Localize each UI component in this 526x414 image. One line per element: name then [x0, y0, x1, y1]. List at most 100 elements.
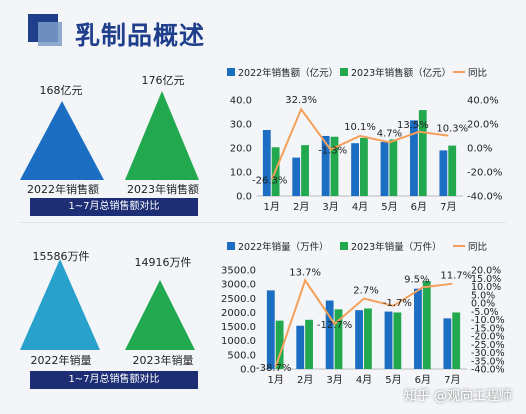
- x-tick-label: 7月: [444, 374, 460, 386]
- yoy-label-1: -26.3%: [252, 176, 287, 187]
- x-tick-label: 4月: [352, 201, 368, 213]
- bar-2022-6: [414, 288, 422, 369]
- y2-tick-label: 10.0%: [471, 282, 501, 293]
- bar-2023-4: [364, 308, 372, 369]
- y-tick-label: 3500.0: [221, 266, 256, 277]
- page-title: 乳制品概述: [75, 21, 206, 50]
- volume-2022-triangle: [20, 259, 100, 350]
- yoy-label-7: 10.3%: [436, 124, 468, 135]
- bar-2022-4: [351, 143, 359, 196]
- volume-2023-triangle: [125, 280, 195, 350]
- bar-2023-3: [334, 309, 343, 369]
- sales-caption: 1~7月总销售额对比: [30, 198, 198, 216]
- volume-triangles: [20, 259, 195, 350]
- bar-2022-6: [410, 120, 418, 196]
- bar-2023-5: [389, 139, 398, 196]
- x-tick-label: 6月: [415, 374, 431, 386]
- bar-2022-7: [443, 318, 452, 369]
- bar-2023-2: [301, 145, 309, 196]
- sales-triangles: [20, 91, 199, 180]
- volume-2023-label: 2023年销量: [132, 354, 194, 367]
- x-tick-label: 5月: [381, 201, 397, 213]
- yoy-label-6: 9.5%: [404, 274, 429, 285]
- legend-swatch-1: [227, 68, 235, 76]
- y2-tick-label: -15.0%: [471, 323, 505, 334]
- y2-tick-label: 15.0%: [471, 274, 501, 285]
- yoy-line: [274, 278, 453, 368]
- yoy-label-3: -1.3%: [318, 146, 347, 157]
- yoy-label-5: -1.7%: [383, 298, 412, 309]
- bar-2023-6: [418, 110, 427, 196]
- y2-tick-label: 0.0%: [467, 144, 492, 155]
- y-tick-label: 0.0: [240, 365, 256, 376]
- y2-tick-label: 0.0%: [471, 299, 495, 310]
- bar-2022-3: [325, 300, 334, 369]
- y2-tick-label: -35.0%: [471, 356, 505, 367]
- yoy-label-5: 4.7%: [377, 128, 402, 139]
- y2-tick-label: -20.0%: [467, 168, 502, 179]
- legend: 2022年销售额（亿元） 2023年销售额（亿元） 同比: [227, 67, 487, 79]
- sales-2023-value: 176亿元: [141, 74, 185, 87]
- y2-tick-label: 5.0%: [471, 290, 495, 301]
- y2-tick-label: 20.0%: [467, 120, 499, 131]
- bar-2023-4: [360, 137, 368, 196]
- volume-chart: 2022年销量（万件） 2023年销量（万件） 同比 0.0 500.0 1000.0 15…: [221, 241, 505, 386]
- legend-swatch-2: [340, 68, 348, 76]
- y2-tick-label: -25.0%: [471, 340, 505, 351]
- sales-2022-triangle: [20, 101, 104, 180]
- y2-tick-label: -10.0%: [471, 315, 505, 326]
- section-divider: [20, 222, 506, 223]
- x-tick-label: 2月: [297, 374, 313, 386]
- sales-2023-triangle: [125, 91, 199, 180]
- y2-tick-label: -5.0%: [471, 307, 499, 318]
- y-tick-label: 20.0: [230, 144, 252, 155]
- x-tick-label: 4月: [356, 374, 372, 386]
- y-tick-label: 30.0: [230, 120, 252, 131]
- x-tick-label: 6月: [411, 201, 427, 213]
- x-tick-label: 2月: [293, 201, 309, 213]
- legend-label-2: 2023年销量（万件）: [351, 241, 442, 253]
- y2-tick-label: 40.0%: [467, 96, 499, 107]
- y-tick-label: 10.0: [230, 168, 252, 179]
- sales-2022-value: 168亿元: [39, 84, 83, 97]
- x-tick-label: 1月: [264, 201, 280, 213]
- volume-2022-label: 2022年销量: [30, 354, 92, 367]
- legend-swatch-2: [340, 242, 348, 250]
- volume-2022-value: 15586万件: [32, 250, 90, 263]
- legend-label-line: 同比: [468, 241, 487, 253]
- bar-2022-1: [262, 130, 271, 196]
- y-tick-label: 1500.0: [221, 322, 256, 333]
- yoy-label-1: -38.7%: [256, 363, 291, 374]
- legend: 2022年销量（万件） 2023年销量（万件） 同比: [227, 241, 487, 253]
- watermark: 知乎 @观向工程师: [403, 389, 512, 404]
- y2-tick-label: -40.0%: [471, 365, 505, 376]
- bar-2022-2: [292, 157, 301, 196]
- y-tick-label: 3000.0: [221, 280, 256, 291]
- yoy-label-3: -12.7%: [317, 320, 352, 331]
- yoy-label-7: 11.7%: [440, 271, 472, 282]
- y-tick-label: 40.0: [230, 96, 252, 107]
- legend-swatch-1: [227, 242, 235, 250]
- bar-2023-5: [393, 312, 402, 369]
- yoy-label-2: 13.7%: [289, 267, 321, 278]
- legend-label-2: 2023年销售额（亿元）: [351, 67, 451, 79]
- bar-2023-1: [275, 320, 284, 369]
- yoy-label-2: 32.3%: [285, 95, 317, 106]
- logo: [28, 14, 72, 50]
- bar-2023-7: [452, 312, 461, 369]
- bar-2023-6: [422, 281, 431, 369]
- bar-2022-3: [321, 136, 330, 196]
- bar-2022-5: [380, 142, 389, 196]
- y-tick-label: 2500.0: [221, 294, 256, 305]
- x-tick-label: 5月: [385, 374, 401, 386]
- yoy-label-6: 13.5%: [397, 120, 429, 131]
- volume-caption: 1~7月总销售额对比: [30, 371, 198, 389]
- x-tick-label: 7月: [440, 201, 456, 213]
- y-tick-label: 500.0: [227, 350, 256, 361]
- sales-chart: 2022年销售额（亿元） 2023年销售额（亿元） 同比 0.0 10.0 20.0 30.…: [227, 67, 502, 213]
- yoy-label-4: 10.1%: [344, 122, 376, 133]
- sales-2023-label: 2023年销售额: [127, 183, 199, 196]
- bar-2022-4: [355, 310, 363, 369]
- y2-tick-label: -20.0%: [471, 332, 505, 343]
- y2-tick-label: 20.0%: [471, 266, 501, 277]
